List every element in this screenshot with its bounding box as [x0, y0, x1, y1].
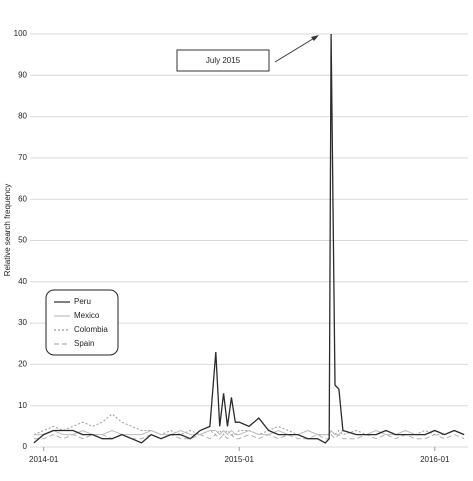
legend-label: Colombia	[74, 325, 108, 334]
y-tick-label: 40	[18, 277, 27, 286]
x-tick-label: 2016-01	[420, 455, 450, 464]
x-tick-label: 2015-01	[225, 455, 255, 464]
annotation-arrow	[274, 36, 317, 63]
legend-label: Spain	[74, 339, 94, 348]
y-tick-label: 20	[18, 360, 27, 369]
series-line	[33, 413, 465, 436]
y-tick-label: 90	[18, 70, 27, 79]
grid	[30, 33, 468, 448]
annotation-box	[176, 49, 270, 72]
x-tick-label: 2014-01	[29, 455, 59, 464]
series-line	[33, 33, 465, 444]
y-tick-label: 0	[23, 442, 28, 451]
y-tick-label: 100	[14, 29, 28, 38]
legend-box	[45, 289, 119, 356]
legend-label: Peru	[74, 297, 91, 306]
y-axis-title: Relative search frequency	[3, 184, 12, 277]
y-tick-label: 70	[18, 153, 27, 162]
y-tick-label: 80	[18, 112, 27, 121]
y-tick-label: 30	[18, 318, 27, 327]
y-tick-label: 10	[18, 401, 27, 410]
annotation-arrowhead	[311, 35, 319, 41]
y-tick-label: 60	[18, 194, 27, 203]
annotation-text: July 2015	[206, 56, 241, 65]
y-tick-label: 50	[18, 236, 27, 245]
legend-label: Mexico	[74, 311, 100, 320]
